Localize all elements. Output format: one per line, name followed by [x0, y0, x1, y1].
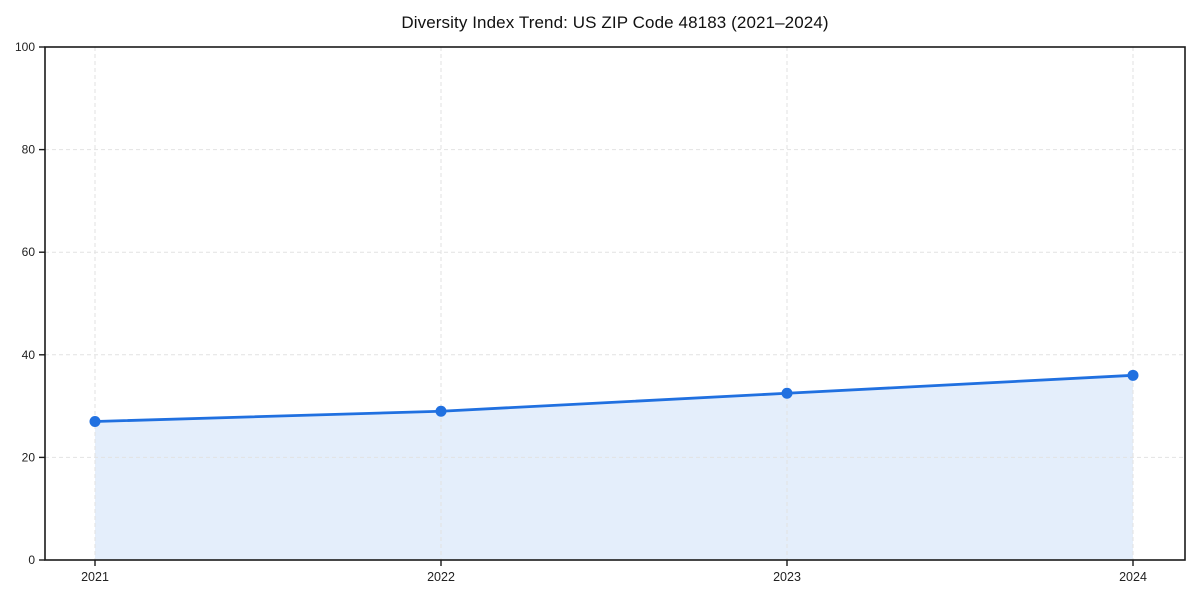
plot-border [44, 46, 1186, 561]
x-tick-label: 2024 [1119, 570, 1147, 584]
y-tick-label: 80 [22, 143, 36, 157]
y-tick-label: 20 [22, 450, 36, 464]
y-tick-label: 60 [22, 245, 36, 259]
trend-line [93, 373, 1135, 423]
chart-title: Diversity Index Trend: US ZIP Code 48183… [401, 13, 829, 32]
data-points [89, 369, 1139, 427]
area-fill [95, 375, 1133, 560]
x-tick-label: 2022 [427, 570, 455, 584]
y-tick-label: 40 [22, 348, 36, 362]
x-tick-label: 2023 [773, 570, 801, 584]
data-point [1127, 369, 1139, 381]
data-point [435, 405, 447, 417]
axis-ticks: 0 20 40 60 80 100 2021 2022 2023 2024 [15, 40, 1147, 584]
y-tick-label: 0 [28, 553, 35, 567]
y-tick-label: 100 [15, 40, 35, 54]
data-point [781, 387, 793, 399]
x-tick-label: 2021 [81, 570, 109, 584]
data-point [89, 415, 101, 427]
